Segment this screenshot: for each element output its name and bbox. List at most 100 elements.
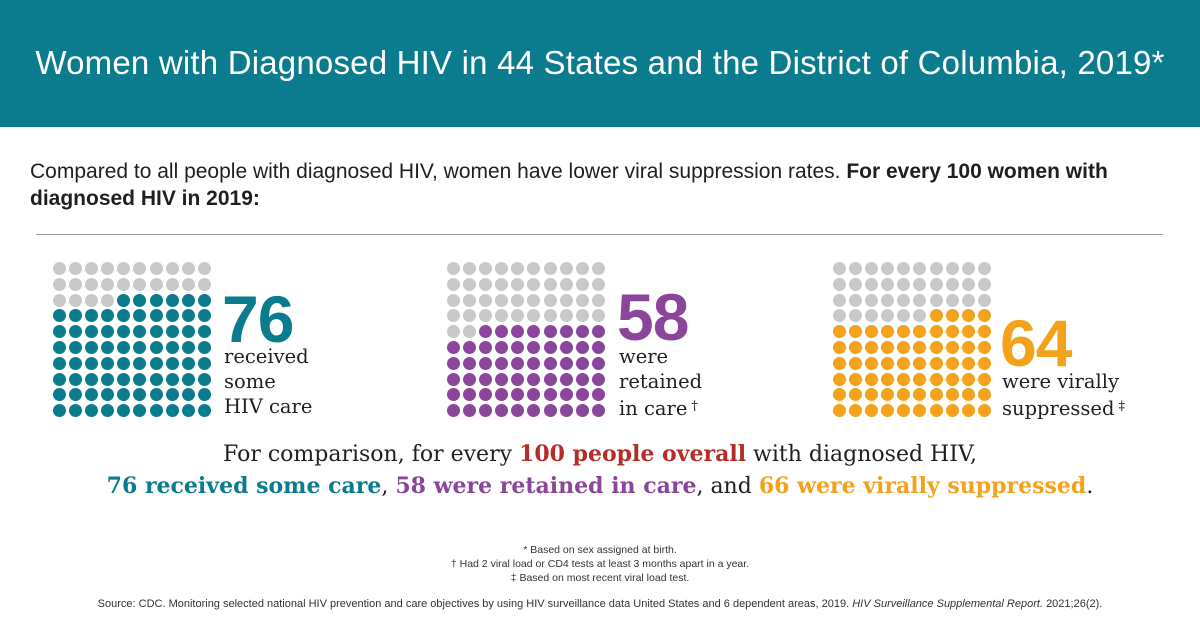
retained-line-2: retained <box>619 370 703 393</box>
filled-dot <box>53 340 66 354</box>
filled-dot <box>117 356 131 370</box>
empty-dot <box>53 293 66 307</box>
empty-dot <box>181 262 195 275</box>
filled-dot <box>527 388 541 402</box>
filled-dot <box>85 388 99 402</box>
filled-dot <box>495 340 509 354</box>
filled-dot <box>133 404 147 418</box>
filled-dot <box>149 309 163 323</box>
filled-dot <box>133 309 147 323</box>
filled-dot <box>543 372 557 386</box>
page-title: Women with Diagnosed HIV in 44 States an… <box>35 43 1165 81</box>
filled-dot <box>197 356 211 370</box>
empty-dot <box>527 262 541 275</box>
comparison-highlight: 100 people overall <box>519 441 747 467</box>
comparison-sep-2: , and <box>696 474 759 499</box>
filled-dot <box>865 340 879 354</box>
filled-dot <box>977 372 991 386</box>
filled-dot <box>69 309 83 323</box>
empty-dot <box>495 277 509 291</box>
comparison-post: with diagnosed HIV, <box>746 442 977 467</box>
filled-dot <box>463 372 477 386</box>
filled-dot <box>165 293 179 307</box>
filled-dot <box>913 404 927 418</box>
header-banner: Women with Diagnosed HIV in 44 States an… <box>0 0 1200 127</box>
empty-dot <box>881 293 895 307</box>
filled-dot <box>53 404 66 418</box>
filled-dot <box>181 309 195 323</box>
source-text: Source: CDC. Monitoring selected nationa… <box>97 598 850 610</box>
filled-dot <box>897 372 911 386</box>
filled-dot <box>591 356 605 370</box>
care-description: received some HIV care <box>224 344 312 419</box>
suppressed-number: 64 <box>1000 306 1072 380</box>
empty-dot <box>977 277 991 291</box>
empty-dot <box>865 309 879 323</box>
filled-dot <box>543 388 557 402</box>
care-line-2: some <box>224 370 276 393</box>
filled-dot <box>495 372 509 386</box>
empty-dot <box>977 293 991 307</box>
empty-dot <box>133 262 147 275</box>
empty-dot <box>165 262 179 275</box>
empty-dot <box>543 277 557 291</box>
suppressed-description: were virally suppressed ‡ <box>1002 369 1125 421</box>
retained-line-3: in care <box>619 397 688 420</box>
filled-dot <box>133 388 147 402</box>
filled-dot <box>149 340 163 354</box>
empty-dot <box>479 262 493 275</box>
filled-dot <box>101 404 115 418</box>
filled-dot <box>197 372 211 386</box>
filled-dot <box>197 388 211 402</box>
filled-dot <box>591 325 605 339</box>
filled-dot <box>559 372 573 386</box>
empty-dot <box>945 293 959 307</box>
filled-dot <box>897 404 911 418</box>
filled-dot <box>527 325 541 339</box>
filled-dot <box>133 372 147 386</box>
filled-dot <box>575 404 589 418</box>
filled-dot <box>849 340 863 354</box>
care-line-3: HIV care <box>224 395 313 418</box>
empty-dot <box>881 309 895 323</box>
empty-dot <box>945 262 959 275</box>
empty-dot <box>881 262 895 275</box>
filled-dot <box>495 388 509 402</box>
empty-dot <box>559 277 573 291</box>
filled-dot <box>495 356 509 370</box>
empty-dot <box>543 309 557 323</box>
filled-dot <box>913 340 927 354</box>
filled-dot <box>945 404 959 418</box>
filled-dot <box>181 372 195 386</box>
filled-dot <box>447 356 460 370</box>
dot-grid-retained <box>447 262 605 418</box>
empty-dot <box>833 277 846 291</box>
empty-dot <box>865 277 879 291</box>
filled-dot <box>69 372 83 386</box>
empty-dot <box>575 277 589 291</box>
comparison-care: 76 received some care <box>106 473 382 499</box>
filled-dot <box>527 356 541 370</box>
empty-dot <box>463 325 477 339</box>
empty-dot <box>591 277 605 291</box>
empty-dot <box>181 277 195 291</box>
filled-dot <box>881 388 895 402</box>
filled-dot <box>181 356 195 370</box>
empty-dot <box>559 309 573 323</box>
empty-dot <box>85 293 99 307</box>
filled-dot <box>559 404 573 418</box>
filled-dot <box>897 356 911 370</box>
empty-dot <box>849 293 863 307</box>
filled-dot <box>833 325 846 339</box>
filled-dot <box>133 293 147 307</box>
filled-dot <box>181 388 195 402</box>
filled-dot <box>559 340 573 354</box>
empty-dot <box>149 262 163 275</box>
empty-dot <box>69 293 83 307</box>
filled-dot <box>165 309 179 323</box>
filled-dot <box>833 356 846 370</box>
empty-dot <box>897 293 911 307</box>
filled-dot <box>591 388 605 402</box>
filled-dot <box>961 356 975 370</box>
filled-dot <box>463 340 477 354</box>
